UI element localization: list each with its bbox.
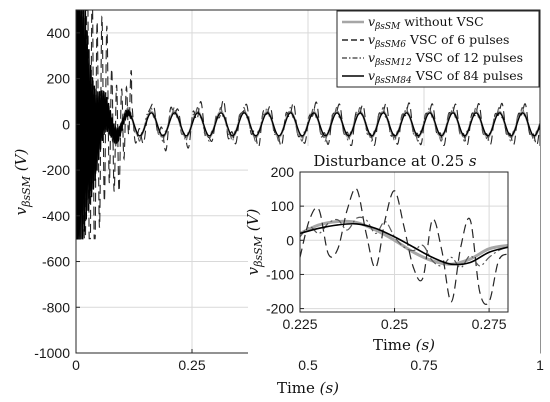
main-series-line-p12 <box>76 10 540 240</box>
main-series-line-p84 <box>76 10 540 240</box>
legend-entry-p84: vβsSM84 VSC of 84 pulses <box>368 68 523 86</box>
inset-y-tick-label: -200 <box>266 301 294 317</box>
main-y-tick-label: -1000 <box>34 345 70 361</box>
main-y-tick-label: 200 <box>47 71 71 87</box>
main-y-tick-label: 0 <box>62 116 70 132</box>
main-y-tick-label: -600 <box>42 254 70 270</box>
inset-x-axis-title: Time (s) <box>373 336 435 354</box>
main-x-tick-label: 0 <box>72 357 80 373</box>
inset-y-tick-label: 100 <box>271 198 295 214</box>
inset-plot-frame <box>299 171 509 313</box>
inset-ticks: 0.225 0.25 0.275 -200 -100 0 100 200 <box>266 164 507 332</box>
legend-entry-without: vβsSM without VSC <box>368 14 484 32</box>
inset-y-tick-label: -100 <box>266 266 294 282</box>
inset-series-line-p6 <box>300 187 508 305</box>
inset-series-group <box>300 187 508 305</box>
inset-y-tick-label: 0 <box>286 232 294 248</box>
main-y-tick-label: -800 <box>42 299 70 315</box>
main-y-tick-label: 400 <box>47 25 71 41</box>
inset-background <box>248 146 540 354</box>
legend-entry-p12: vβsSM12 VSC of 12 pulses <box>368 50 523 68</box>
inset-x-tick-label: 0.25 <box>381 316 408 332</box>
inset-series-line-p84 <box>300 222 508 266</box>
main-y-axis-title: vβsSM (V) <box>12 149 33 216</box>
main-y-tick-label: -400 <box>42 208 70 224</box>
legend-entry-p6: vβsSM6 VSC of 6 pulses <box>368 32 509 50</box>
inset-y-tick-label: 200 <box>271 164 295 180</box>
main-x-tick-label: 0.75 <box>410 357 437 373</box>
inset-x-tick-label: 0.225 <box>282 316 317 332</box>
main-series-group <box>76 10 540 240</box>
inset-title: Disturbance at 0.25 s <box>313 152 477 170</box>
main-x-tick-label: 0.25 <box>178 357 205 373</box>
inset-series-line-p12 <box>300 216 508 269</box>
main-x-axis-title: Time (s) <box>277 379 339 397</box>
main-x-tick-label: 0.5 <box>298 357 318 373</box>
main-x-tick-label: 1 <box>536 357 544 373</box>
main-y-tick-label: -200 <box>42 162 70 178</box>
inset-y-axis-title: vβsSM (V) <box>244 209 265 276</box>
legend-box <box>336 10 540 88</box>
inset-x-tick-label: 0.275 <box>472 316 507 332</box>
inset-series-line-without <box>300 219 508 266</box>
main-ticks: 0 0.25 0.5 0.75 1-1000-800-600-400-200020040… <box>34 25 544 373</box>
